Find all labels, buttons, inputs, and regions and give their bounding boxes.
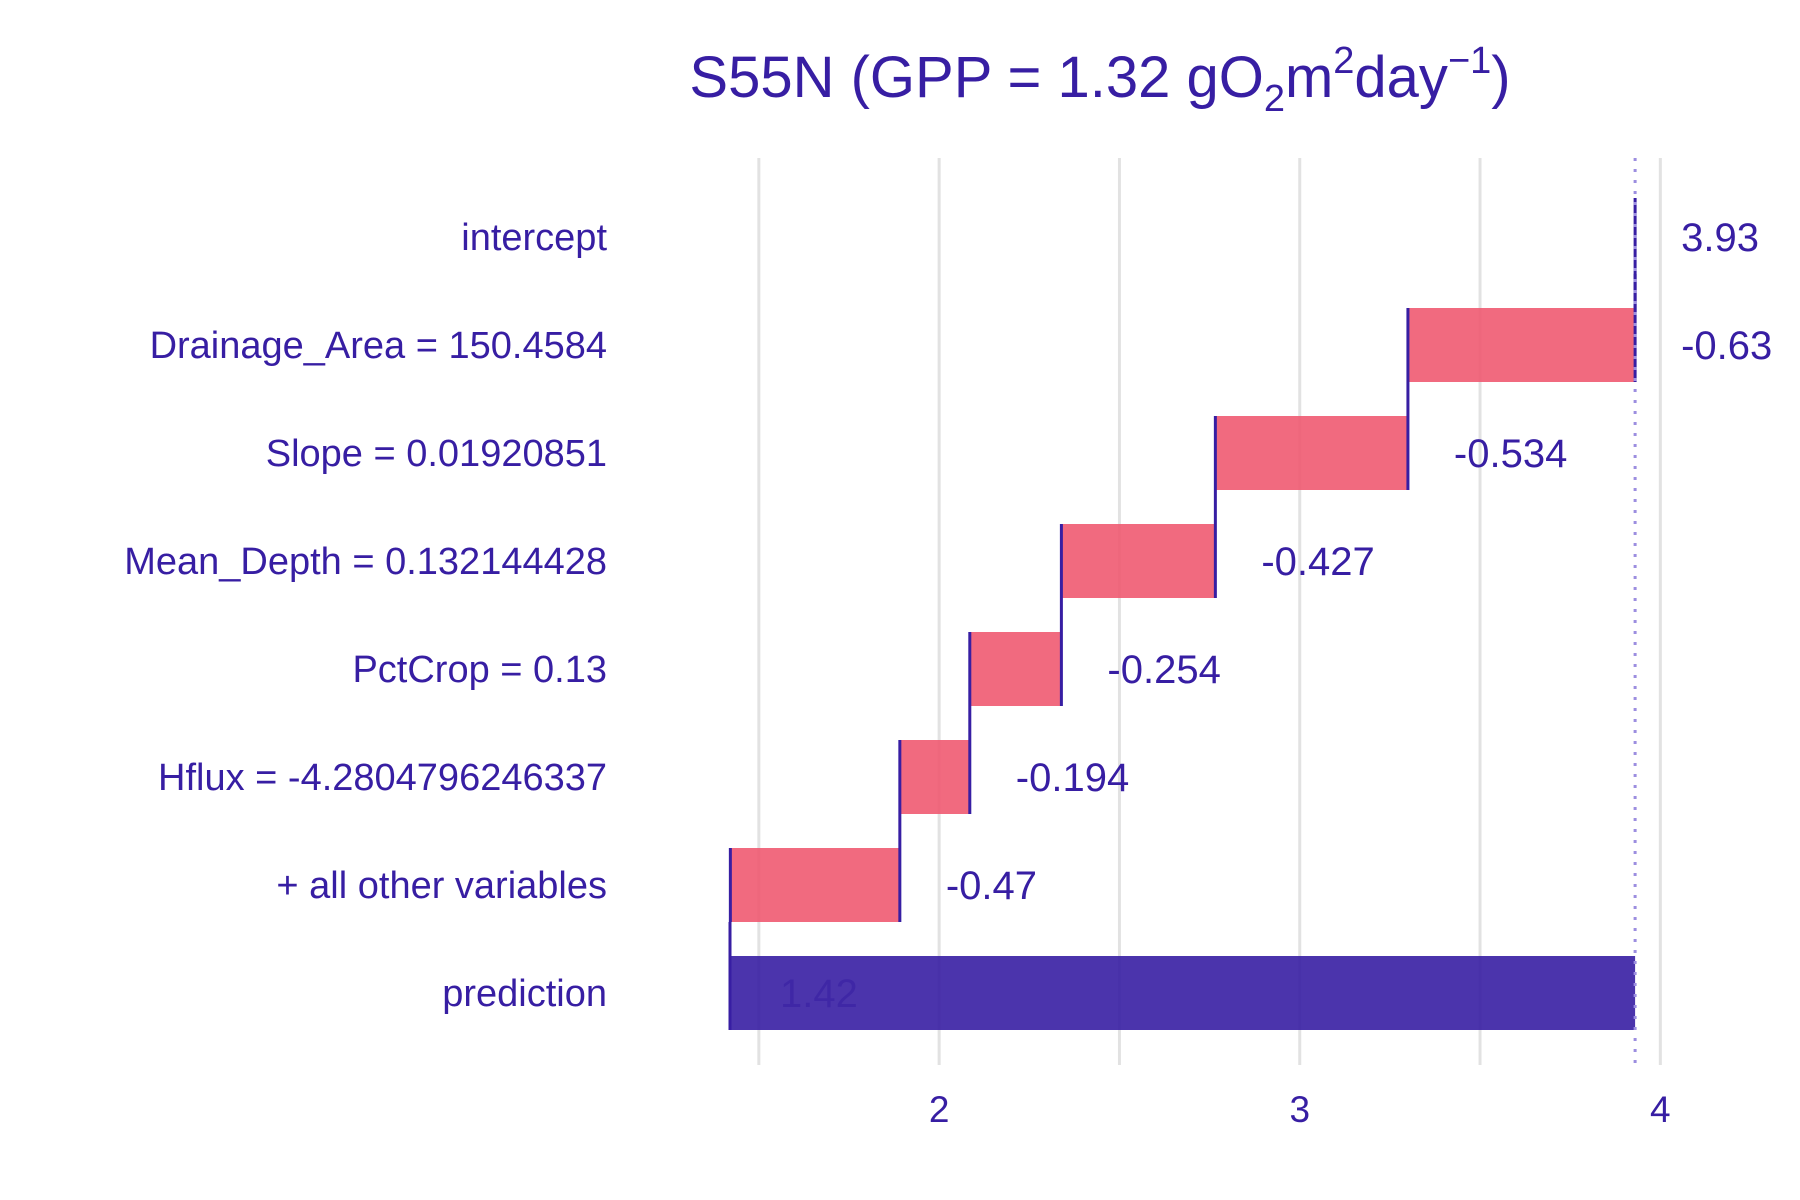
chart-title-m: m bbox=[1285, 45, 1333, 110]
row-label: Mean_Depth = 0.132144428 bbox=[124, 541, 607, 583]
chart-title-prefix: S55N (GPP = 1.32 gO bbox=[689, 45, 1263, 110]
chart-title-suffix: ) bbox=[1491, 45, 1510, 110]
contribution-bar bbox=[1061, 524, 1216, 598]
row-label: intercept bbox=[461, 217, 607, 259]
bars-layer bbox=[728, 158, 1637, 1065]
labels-layer: intercept 3.93 Drainage_Area = 150.4584 -0.… bbox=[124, 216, 1772, 1016]
x-tick-label: 2 bbox=[929, 1089, 950, 1130]
prediction-bar bbox=[730, 956, 1636, 1030]
value-label: -0.194 bbox=[1016, 756, 1129, 800]
x-tick-label: 4 bbox=[1650, 1089, 1671, 1130]
value-label: 3.93 bbox=[1681, 216, 1759, 260]
value-label: -0.254 bbox=[1107, 648, 1220, 692]
x-axis: 2 3 4 bbox=[929, 1089, 1671, 1130]
row-label: Drainage_Area = 150.4584 bbox=[150, 325, 607, 367]
chart-title-day: day bbox=[1354, 45, 1448, 110]
chart-title: S55N (GPP = 1.32 gO2m2day−1) bbox=[689, 40, 1510, 120]
row-label: Hflux = -4.2804796246337 bbox=[158, 757, 607, 799]
contribution-bar bbox=[1407, 308, 1636, 382]
x-tick-label: 3 bbox=[1289, 1089, 1310, 1130]
value-label: -0.63 bbox=[1681, 324, 1772, 368]
chart-title-superscript-2: −1 bbox=[1448, 40, 1491, 82]
value-label: -0.47 bbox=[946, 864, 1037, 908]
chart-title-superscript: 2 bbox=[1333, 40, 1354, 82]
contribution-bar bbox=[899, 740, 970, 814]
chart-title-subscript: 2 bbox=[1264, 78, 1285, 120]
contribution-bar bbox=[969, 632, 1062, 706]
row-label: prediction bbox=[442, 973, 607, 1015]
row-label: Slope = 0.01920851 bbox=[266, 433, 607, 475]
contribution-bar bbox=[1215, 416, 1408, 490]
grid-layer bbox=[757, 158, 1662, 1065]
value-label: -0.534 bbox=[1454, 432, 1567, 476]
value-label: -0.427 bbox=[1261, 540, 1374, 584]
value-label: 1.42 bbox=[780, 972, 858, 1016]
row-label: PctCrop = 0.13 bbox=[352, 649, 607, 691]
contribution-bar bbox=[730, 848, 900, 922]
row-label: + all other variables bbox=[276, 865, 607, 907]
